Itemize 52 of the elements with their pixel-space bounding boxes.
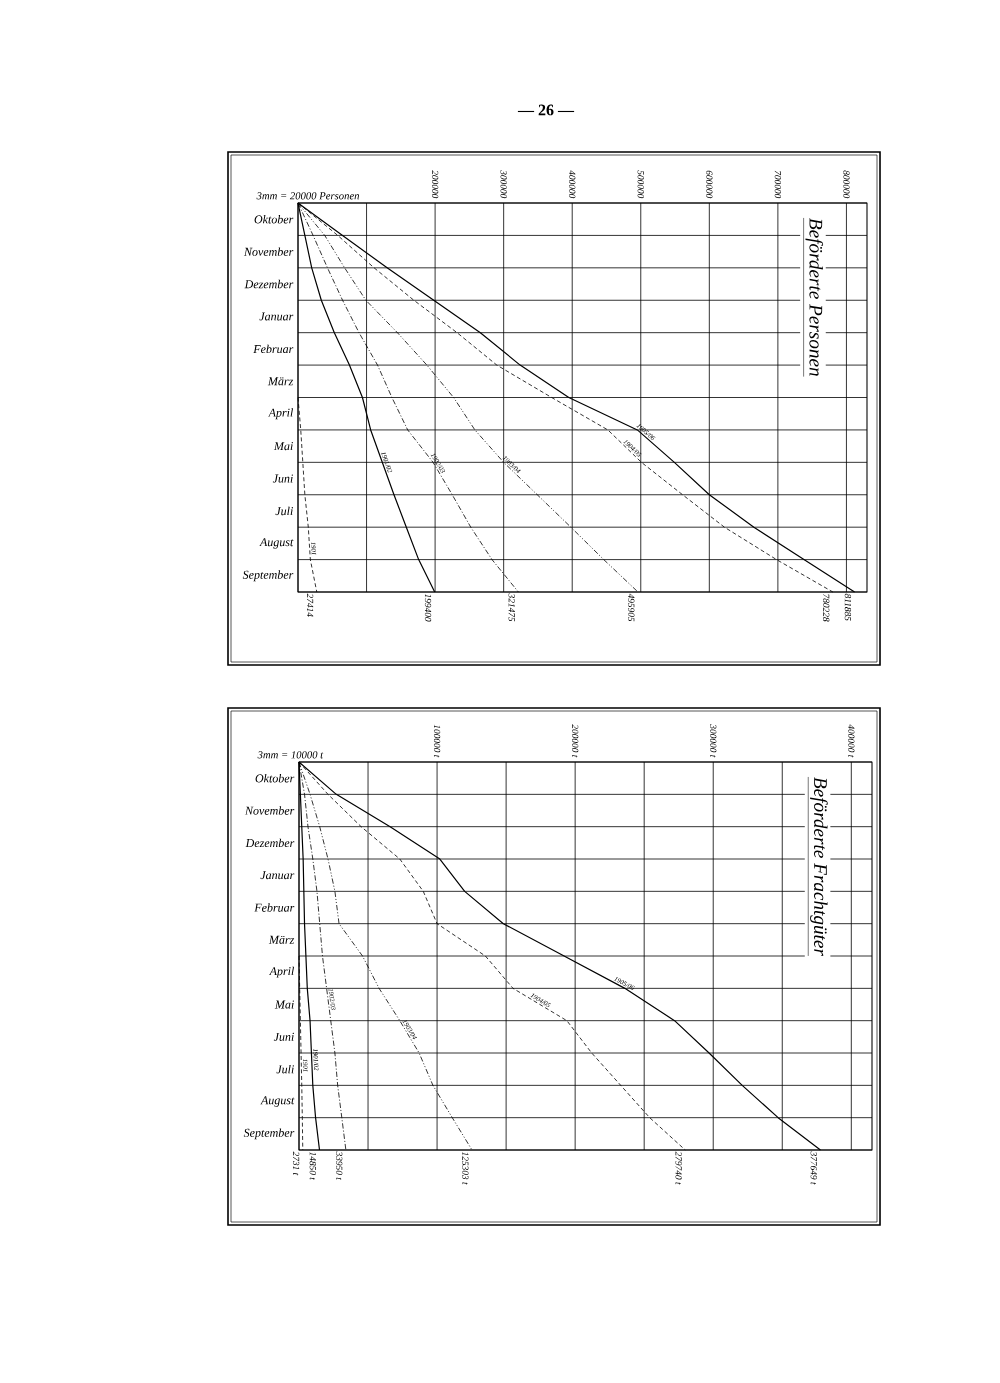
data-label: 14850 t xyxy=(309,1151,316,1181)
y-tick-label: Dezember xyxy=(245,838,295,848)
text: Beförderte Frachtgüter xyxy=(810,777,828,956)
data-label: 495905 xyxy=(628,593,635,622)
y-tick-label: Februar xyxy=(253,344,294,354)
text: 3mm = 20000 Personen xyxy=(256,192,360,200)
x-tick-label: 600000 xyxy=(706,170,713,199)
y-tick-label: Januar xyxy=(259,312,294,321)
y-tick-label: Mai xyxy=(274,1000,294,1009)
data-label: 199400 xyxy=(424,593,432,622)
x-tick-label: 300000 xyxy=(500,170,507,199)
x-tick-label: 500000 xyxy=(637,170,644,199)
y-tick-label: Oktober xyxy=(255,773,295,783)
y-tick-label: August xyxy=(259,538,294,549)
x-tick-label: 400000 t xyxy=(848,724,855,758)
y-tick-label: November xyxy=(244,806,295,815)
y-tick-label: Juli xyxy=(276,1064,294,1074)
y-tick-label: Februar xyxy=(254,903,295,912)
x-tick-label: 200000 t xyxy=(572,724,579,758)
y-tick-label: Juni xyxy=(273,1032,294,1041)
y-tick-label: April xyxy=(268,966,295,978)
x-tick-label: 800000 xyxy=(843,170,850,199)
y-tick-label: Mai xyxy=(273,442,293,451)
x-tick-label: 700000 xyxy=(774,170,782,199)
text: Beförderte Personen xyxy=(805,218,824,376)
y-tick-label: November xyxy=(243,247,294,256)
x-tick-label: 300000 t xyxy=(710,724,717,758)
data-label: 33950 t xyxy=(336,1151,343,1181)
data-label: 27414 xyxy=(307,593,314,617)
y-tick-label: Juli xyxy=(275,506,293,516)
data-label: 321475 xyxy=(508,593,515,622)
y-tick-label: März xyxy=(267,377,294,386)
x-tick-label: 400000 xyxy=(569,170,576,199)
data-label: 279740 t xyxy=(675,1151,682,1185)
y-tick-label: Januar xyxy=(260,871,295,880)
text: — 26 — xyxy=(517,104,575,116)
data-label: 125303 t xyxy=(462,1151,469,1185)
y-tick-label: Oktober xyxy=(254,215,294,224)
text: 3mm = 10000 t xyxy=(257,751,324,759)
y-tick-label: März xyxy=(268,935,295,944)
y-tick-label: September xyxy=(242,570,294,582)
x-tick-label: 100000 t xyxy=(433,724,441,758)
data-label: 811885 xyxy=(844,593,852,621)
data-label: 780228 xyxy=(823,594,830,622)
data-label: 2731 t xyxy=(292,1151,300,1176)
data-label: 377649 t xyxy=(810,1151,817,1185)
x-tick-label: 200000 xyxy=(431,170,439,199)
y-tick-label: Juni xyxy=(272,474,293,483)
y-tick-label: September xyxy=(243,1128,295,1140)
y-tick-label: April xyxy=(267,408,294,420)
y-tick-label: Dezember xyxy=(244,279,294,289)
y-tick-label: August xyxy=(260,1096,295,1107)
